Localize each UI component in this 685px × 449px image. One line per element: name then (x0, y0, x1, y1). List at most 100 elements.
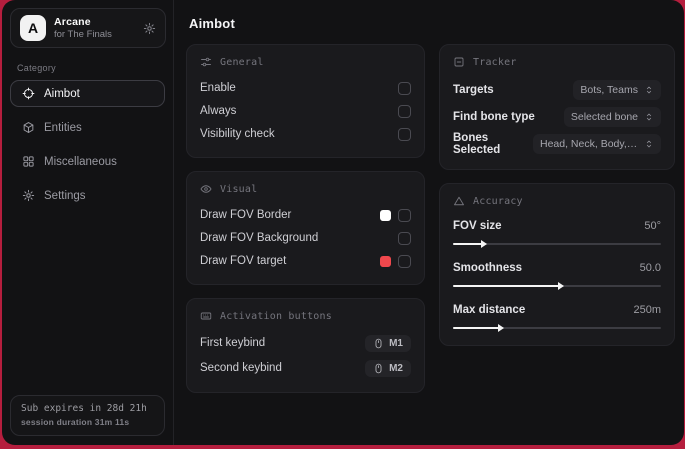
bones-selected-dropdown[interactable]: Head, Neck, Body, Pe... (533, 134, 661, 154)
crosshair-icon (22, 87, 35, 100)
chevrons-up-down-icon (644, 112, 654, 122)
setting-label: Bones Selected (453, 132, 501, 156)
setting-row-first-keybind: First keybind M1 (200, 331, 411, 355)
mouse-icon (373, 363, 384, 374)
keyboard-icon (200, 310, 212, 322)
setting-label: Targets (453, 84, 494, 96)
sidebar-nav: Aimbot Entities Miscellaneous (2, 77, 173, 213)
fov-target-checkbox[interactable] (398, 254, 411, 268)
general-card: General Enable Always Visibility check (186, 44, 425, 158)
tracker-card-header: Tracker (453, 56, 661, 68)
sidebar-item-label: Settings (44, 189, 86, 202)
second-keybind-button[interactable]: M2 (365, 359, 411, 377)
dropdown-value: Head, Neck, Body, Pe... (540, 138, 638, 150)
activation-card: Activation buttons First keybind M1 (186, 298, 425, 393)
session-duration-text: session duration 31m 11s (21, 417, 130, 427)
fov-background-checkbox[interactable] (398, 231, 411, 245)
sidebar-item-entities[interactable]: Entities (10, 114, 165, 141)
max-distance-value: 250m (633, 304, 661, 316)
app-subtitle: for The Finals (54, 29, 112, 40)
first-keybind-button[interactable]: M1 (365, 334, 411, 352)
setting-row-find-bone-type: Find bone type Selected bone (453, 104, 661, 130)
sidebar-item-settings[interactable]: Settings (10, 182, 165, 209)
subscription-panel: Sub expires in 28d 21h session duration … (10, 395, 165, 436)
smoothness-slider[interactable] (453, 282, 661, 290)
card-title: General (220, 56, 264, 68)
setting-row-bones-selected: Bones Selected Head, Neck, Body, Pe... (453, 131, 661, 157)
setting-label: Draw FOV target (200, 255, 287, 267)
entities-icon (22, 121, 35, 134)
setting-label: Draw FOV Border (200, 209, 292, 221)
slider-fill (453, 324, 504, 332)
chevrons-up-down-icon (644, 85, 654, 95)
slider-fill (453, 282, 565, 290)
tracker-card: Tracker Targets Bots, Teams (439, 44, 675, 170)
setting-row-fov-border: Draw FOV Border (200, 204, 411, 226)
category-label: Category (17, 63, 56, 73)
sidebar-item-label: Miscellaneous (44, 155, 117, 168)
visual-card-header: Visual (200, 183, 411, 195)
setting-row-second-keybind: Second keybind M2 (200, 356, 411, 380)
sidebar-item-miscellaneous[interactable]: Miscellaneous (10, 148, 165, 175)
setting-row-smoothness: Smoothness 50.0 (453, 258, 661, 290)
setting-row-fov-target: Draw FOV target (200, 250, 411, 272)
app-logo: A (20, 15, 46, 41)
setting-row-always: Always (200, 100, 411, 122)
sliders-icon (200, 56, 212, 68)
sidebar-item-aimbot[interactable]: Aimbot (10, 80, 165, 107)
page-title: Aimbot (189, 16, 235, 31)
setting-row-max-distance: Max distance 250m (453, 300, 661, 332)
fov-size-value: 50° (644, 220, 661, 232)
setting-label: Enable (200, 82, 236, 94)
card-title: Activation buttons (220, 310, 332, 322)
app-meta: Arcane for The Finals (54, 16, 135, 40)
dropdown-value: Selected bone (570, 111, 638, 123)
setting-label: Find bone type (453, 111, 535, 123)
fov-size-slider[interactable] (453, 240, 661, 248)
fov-border-color-swatch[interactable] (380, 209, 391, 221)
setting-row-targets: Targets Bots, Teams (453, 77, 661, 103)
sub-expiry-text: Sub expires in 28d 21h (21, 403, 147, 414)
visual-card: Visual Draw FOV Border Draw FOV Backgrou… (186, 171, 425, 285)
square-dash-icon (453, 56, 465, 68)
keybind-value: M1 (389, 337, 403, 349)
setting-row-visibility-check: Visibility check (200, 123, 411, 145)
enable-checkbox[interactable] (398, 81, 411, 95)
dropdown-value: Bots, Teams (580, 84, 638, 96)
grid-icon (22, 155, 35, 168)
accuracy-card-header: Accuracy (453, 195, 661, 207)
chevrons-up-down-icon (644, 139, 654, 149)
setting-label: Draw FOV Background (200, 232, 319, 244)
setting-row-enable: Enable (200, 77, 411, 99)
setting-row-fov-background: Draw FOV Background (200, 227, 411, 249)
general-card-header: General (200, 56, 411, 68)
targets-dropdown[interactable]: Bots, Teams (573, 80, 661, 100)
smoothness-value: 50.0 (639, 262, 661, 274)
card-title: Accuracy (473, 195, 523, 207)
app-header: A Arcane for The Finals (10, 8, 166, 48)
card-title: Tracker (473, 56, 517, 68)
setting-label: Visibility check (200, 128, 275, 140)
slider-fill (453, 240, 488, 248)
setting-label: Smoothness (453, 262, 523, 274)
setting-row-fov-size: FOV size 50° (453, 216, 661, 248)
fov-target-color-swatch[interactable] (380, 255, 391, 267)
setting-label: First keybind (200, 337, 266, 349)
gear-icon[interactable] (143, 22, 156, 35)
setting-label: Second keybind (200, 362, 282, 374)
app-name: Arcane (54, 16, 91, 28)
mouse-icon (373, 338, 384, 349)
gear-icon (22, 189, 35, 202)
card-title: Visual (220, 183, 258, 195)
max-distance-slider[interactable] (453, 324, 661, 332)
find-bone-type-dropdown[interactable]: Selected bone (563, 107, 661, 127)
visibility-check-checkbox[interactable] (398, 127, 411, 141)
always-checkbox[interactable] (398, 104, 411, 118)
sidebar-item-label: Entities (44, 121, 82, 134)
sidebar-item-label: Aimbot (44, 87, 80, 100)
fov-border-checkbox[interactable] (398, 208, 411, 222)
eye-icon (200, 183, 212, 195)
sidebar: A Arcane for The Finals Category (2, 0, 174, 445)
main-content: Aimbot General Enable (174, 0, 684, 445)
